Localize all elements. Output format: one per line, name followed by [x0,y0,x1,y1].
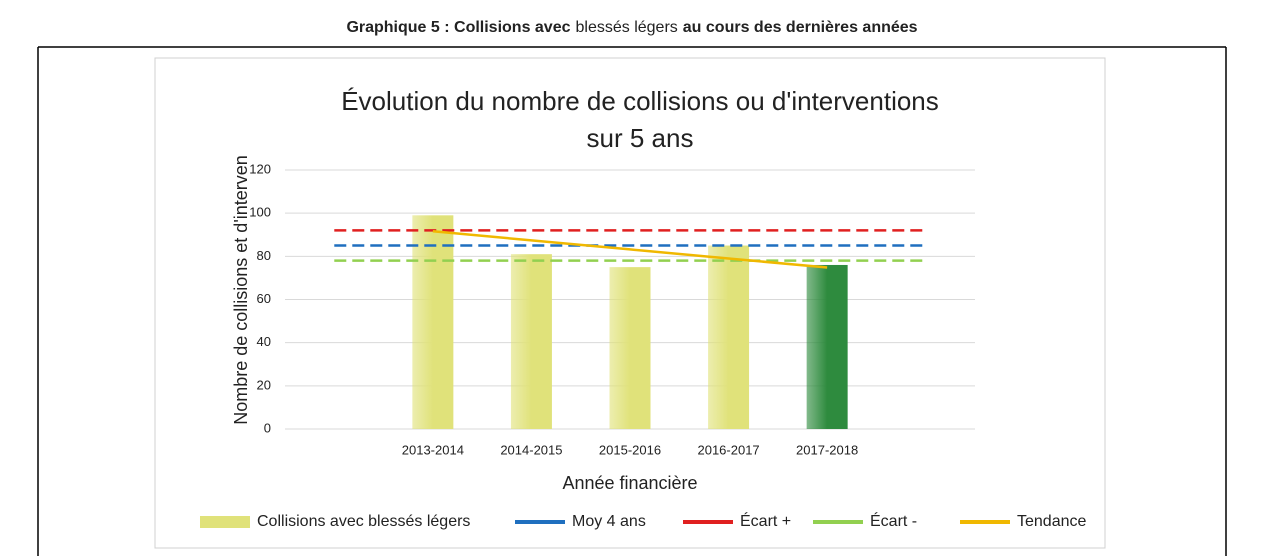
x-axis-label: Année financière [562,473,697,493]
chart-title: sur 5 ans [587,123,694,153]
x-tick-label: 2015-2016 [599,442,661,457]
legend-label: Tendance [1017,513,1086,530]
heading-part: Graphique 5 : Collisions avec [346,19,570,36]
bar [708,245,750,429]
heading: Graphique 5 : Collisions avec blessés lég… [346,19,917,36]
bar [510,254,552,429]
y-tick-label: 20 [257,377,271,392]
bar [806,264,848,429]
line [432,230,828,269]
y-tick-label: 120 [249,161,271,176]
legend-label: Collisions avec blessés légers [257,513,470,530]
legend-label: Écart + [740,511,791,530]
y-tick-label: 60 [257,291,271,306]
legend-swatch [200,516,250,528]
y-tick-label: 0 [264,420,271,435]
y-tick-label: 80 [257,248,271,263]
legend-label: Écart - [870,511,917,530]
x-tick-label: 2016-2017 [697,442,759,457]
chart-title: Évolution du nombre de collisions ou d'i… [341,86,939,116]
bar [412,215,454,429]
bar [609,267,651,429]
x-tick-label: 2017-2018 [796,442,858,457]
heading-part: blessés légers [576,19,678,36]
y-tick-label: 100 [249,205,271,220]
y-tick-label: 40 [257,334,271,349]
x-tick-label: 2014-2015 [500,442,562,457]
heading-part: au cours des dernières années [683,19,918,36]
y-axis-label: Nombre de collisions et d'interven [231,155,251,425]
x-tick-label: 2013-2014 [402,442,464,457]
legend-label: Moy 4 ans [572,513,646,530]
